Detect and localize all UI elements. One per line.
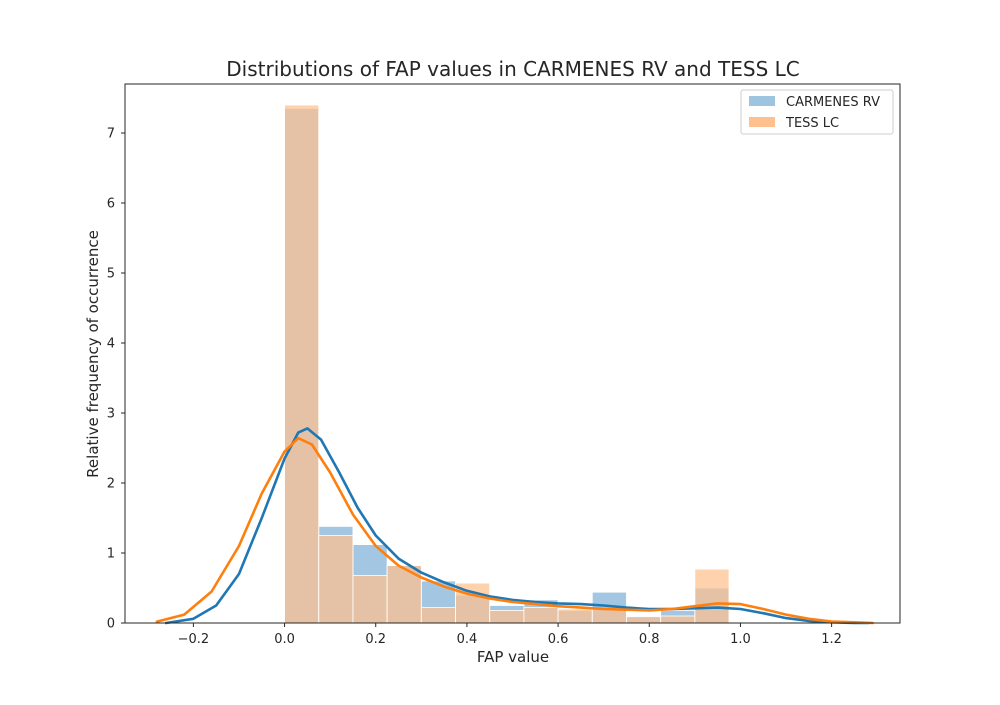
x-axis-label: FAP value bbox=[477, 648, 549, 666]
histogram-bar bbox=[694, 568, 730, 624]
histogram-bar bbox=[660, 615, 696, 624]
histogram-bar bbox=[557, 608, 593, 624]
y-tick-label: 2 bbox=[107, 477, 115, 492]
histogram-tess-lc bbox=[284, 104, 730, 624]
legend-swatch-tess-lc bbox=[749, 117, 775, 127]
y-tick-label: 7 bbox=[107, 127, 115, 142]
axes-frame bbox=[124, 83, 901, 624]
kde-line-carmenes-rv bbox=[164, 427, 870, 625]
kde-line-tess-lc bbox=[155, 436, 874, 625]
histogram-bar bbox=[626, 616, 662, 624]
y-tick-label: 5 bbox=[107, 267, 115, 282]
x-axis-ticks: −0.2 0.0 0.2 0.4 0.6 0.8 1.0 1.2 bbox=[178, 623, 842, 647]
histogram-bar bbox=[284, 104, 320, 624]
y-axis-label: Relative frequency of occurrence bbox=[84, 230, 102, 478]
histogram-bar bbox=[420, 607, 456, 624]
chart-title: Distributions of FAP values in CARMENES … bbox=[226, 57, 799, 81]
x-tick-label: 1.0 bbox=[730, 632, 751, 647]
x-tick-label: 0.0 bbox=[274, 632, 295, 647]
histogram-bar bbox=[523, 607, 559, 624]
histogram-bar bbox=[352, 575, 388, 624]
x-tick-label: 0.4 bbox=[457, 632, 478, 647]
y-tick-label: 1 bbox=[107, 547, 115, 562]
legend-frame bbox=[740, 89, 894, 135]
legend-swatch-carmenes-rv bbox=[749, 96, 775, 106]
histogram-bar bbox=[489, 610, 525, 624]
legend-label-carmenes-rv: CARMENES RV bbox=[786, 95, 880, 110]
x-tick-label: 0.8 bbox=[639, 632, 660, 647]
y-tick-label: 0 bbox=[107, 617, 115, 632]
y-tick-label: 3 bbox=[107, 407, 115, 422]
x-tick-label: −0.2 bbox=[178, 632, 210, 647]
y-axis-ticks: 0 1 2 3 4 5 6 7 bbox=[107, 127, 125, 632]
legend-label-tess-lc: TESS LC bbox=[785, 116, 839, 131]
y-tick-label: 6 bbox=[107, 197, 115, 212]
x-tick-label: 1.2 bbox=[821, 632, 842, 647]
legend: CARMENES RV TESS LC bbox=[740, 89, 894, 135]
histogram-bar bbox=[591, 608, 627, 624]
x-tick-label: 0.2 bbox=[365, 632, 386, 647]
x-tick-label: 0.6 bbox=[548, 632, 569, 647]
plot-area bbox=[155, 104, 874, 625]
y-tick-label: 4 bbox=[107, 337, 115, 352]
histogram-bar bbox=[318, 535, 354, 624]
